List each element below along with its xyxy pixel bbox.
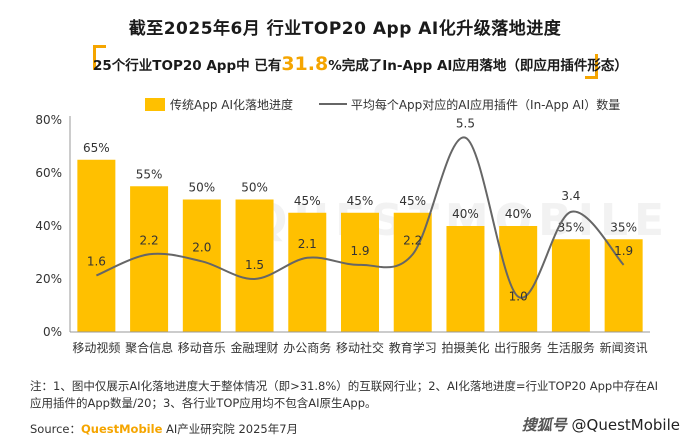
footnote: 注：1、图中仅展示AI化落地进度大于整体情况（即>31.8%）的互联网行业；2、… [30,379,658,410]
bar-value-label: 45% [399,194,426,208]
y-tick-label: 80% [35,113,62,127]
source-label: Source： [30,422,81,436]
y-tick-label: 0% [43,325,62,339]
x-tick-label: 金融理财 [231,340,279,355]
line-value-label: 2.0 [192,240,211,254]
x-tick-label: 出行服务 [494,340,542,355]
bar [288,212,327,332]
line-value-label: 2.2 [403,233,422,247]
bar-value-label: 40% [505,207,532,221]
legend-bar-label: 传统App AI化落地进度 [170,98,294,112]
bar [604,239,643,332]
bar [446,226,485,332]
line-value-label: 3.4 [561,189,580,203]
x-tick-label: 移动音乐 [178,340,226,355]
x-tick-label: 生活服务 [547,340,595,355]
bar-value-label: 65% [83,141,110,155]
subtitle-after: %完成了In-App AI应用落地（即应用插件形态） [328,58,628,74]
source-rest: AI产业研究院 2025年7月 [162,422,299,436]
legend-line-label: 平均每个App对应的AI应用插件（In-App AI）数量 [350,98,621,112]
line-value-label: 5.5 [456,117,475,131]
bar-value-label: 45% [347,194,374,208]
bar [341,212,379,332]
x-tick-label: 聚合信息 [125,340,173,355]
platform-handle: @QuestMobile [571,416,680,434]
subtitle: 25个行业TOP20 App中 已有31.8%完成了In-App AI应用落地（… [93,53,628,75]
bar [77,159,116,332]
legend-bar-swatch [145,98,165,111]
bar [235,199,274,332]
line-value-label: 1.5 [245,258,264,272]
bar-value-label: 50% [241,181,268,195]
bracket-bottom-right [585,54,598,79]
platform-name: 搜狐号 [521,416,567,434]
legend: 传统App AI化落地进度 平均每个App对应的AI应用插件（In-App AI… [145,96,620,113]
source-line: Source：QuestMobile AI产业研究院 2025年7月 [30,421,298,437]
bar-value-label: 35% [610,220,637,234]
bar-value-label: 45% [294,194,321,208]
bar [499,226,538,332]
y-tick-label: 40% [35,219,62,233]
bar-value-label: 40% [452,207,479,221]
bracket-top-left [93,45,106,70]
bar-value-label: 50% [188,181,215,195]
line-value-label: 2.2 [140,233,159,247]
subtitle-callout: 25个行业TOP20 App中 已有31.8%完成了In-App AI应用落地（… [93,45,628,79]
subtitle-before: 25个行业TOP20 App中 已有 [93,58,282,74]
platform-credit: 搜狐号 @QuestMobile [522,414,680,435]
bar-value-label: 35% [558,220,585,234]
line-series-path [95,136,625,299]
y-tick-label: 60% [35,166,62,180]
source-brand: QuestMobile [81,422,163,436]
line-value-label: 2.1 [298,237,317,251]
line-value-label: 1.9 [350,244,369,258]
x-tick-label: 移动社交 [336,340,384,355]
bar-value-label: 55% [136,167,163,181]
x-tick-label: 移动视频 [72,340,120,355]
bar [393,212,432,332]
x-tick-label: 拍摄美化 [441,340,489,355]
subtitle-highlight: 31.8 [281,53,329,75]
line-value-label: 1.0 [509,290,528,304]
x-tick-label: 教育学习 [389,340,437,355]
line-value-label: 1.9 [614,244,633,258]
line-value-label: 1.6 [87,254,106,268]
x-tick-label: 新闻资讯 [600,340,648,355]
y-tick-label: 20% [35,272,62,286]
bar [551,239,590,332]
chart-title: 截至2025年6月 行业TOP20 App AI化升级落地进度 [128,19,562,39]
x-tick-label: 办公商务 [283,340,331,355]
legend-line-swatch [318,103,347,105]
bar [130,186,169,332]
